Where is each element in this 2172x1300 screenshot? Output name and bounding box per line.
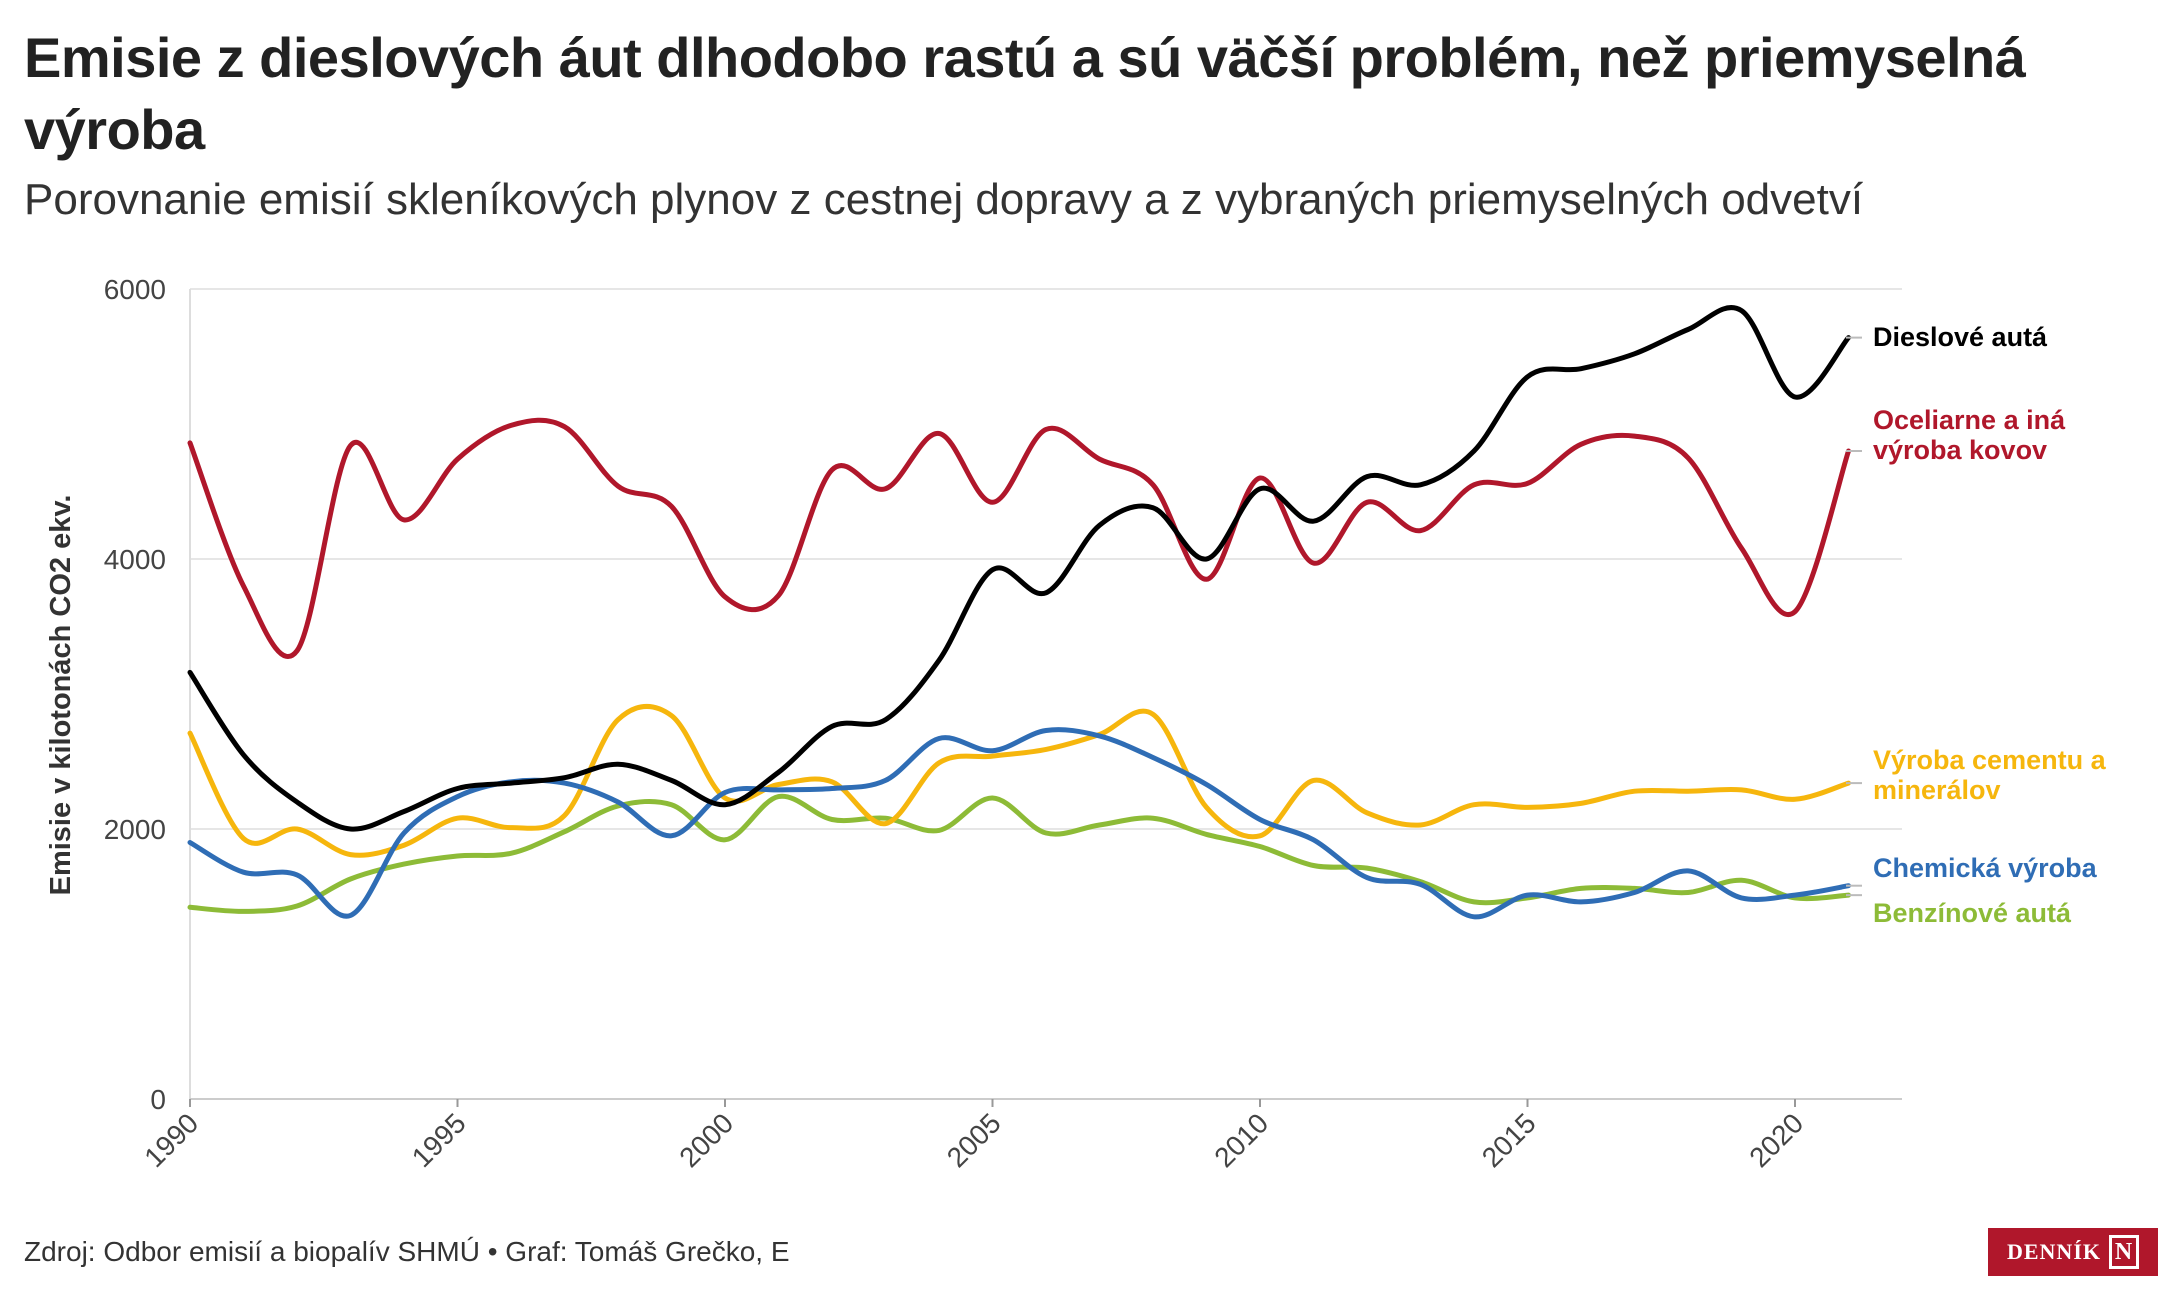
series-end-label: Chemická výroba [1873,853,2098,883]
series-end-label-line: Benzínové autá [1873,898,2072,928]
series-end-label-line: Oceliarne a iná [1873,405,2066,435]
x-tick-label: 2020 [1743,1107,1809,1173]
series-end-label-line: Výroba cementu a [1873,745,2107,775]
y-axis-label: Emisie v kilotonách CO2 ekv. [45,495,77,896]
x-tick-label: 1995 [406,1107,472,1173]
series-end-label-line: minerálov [1873,775,2001,805]
source-note: Zdroj: Odbor emisií a biopalív SHMÚ • Gr… [24,1236,790,1267]
logo-text: DENNÍK [2006,1239,2101,1264]
x-tick-label: 2010 [1208,1107,1274,1173]
grid [190,288,1902,1100]
axes: 0 2000 4000 6000 1990 1995 2000 2005 2010 2015 202… [104,274,1902,1173]
chart-title: Emisie z dieslových áut dlhodobo rastú a… [24,26,2026,161]
y-tick-label: 4000 [104,544,166,575]
series-line [187,727,1851,920]
series-end-label-line: Dieslové autá [1873,322,2048,352]
y-tick-label: 2000 [104,814,166,845]
x-tick-label: 1990 [138,1107,204,1173]
chart-subtitle: Porovnanie emisií skleníkových plynov z … [24,175,1864,224]
series-line [187,703,1851,858]
series-end-label: Dieslové autá [1873,322,2048,352]
series-end-label: Výroba cementu a minerálov [1873,745,2107,805]
series-labels: Dieslové autá Oceliarne a iná výroba kovov… [1846,322,2107,928]
y-tick-label: 0 [150,1084,166,1115]
series-end-label-line: výroba kovov [1873,435,2047,465]
series-line [187,793,1851,914]
x-tick-label: 2005 [941,1107,1007,1173]
x-tick-label: 2015 [1476,1107,1542,1173]
series-end-label: Benzínové autá [1873,898,2072,928]
x-tick-label: 2000 [673,1107,739,1173]
series-end-label-line: Chemická výroba [1873,853,2098,883]
logo-n-icon: N [2109,1235,2139,1269]
series-end-label: Oceliarne a iná výroba kovov [1873,405,2066,465]
series-line [187,305,1851,832]
series-lines [187,305,1851,920]
dennik-n-logo[interactable]: DENNÍK N [1988,1228,2158,1276]
y-tick-label: 6000 [104,274,166,305]
series-line [187,417,1851,659]
